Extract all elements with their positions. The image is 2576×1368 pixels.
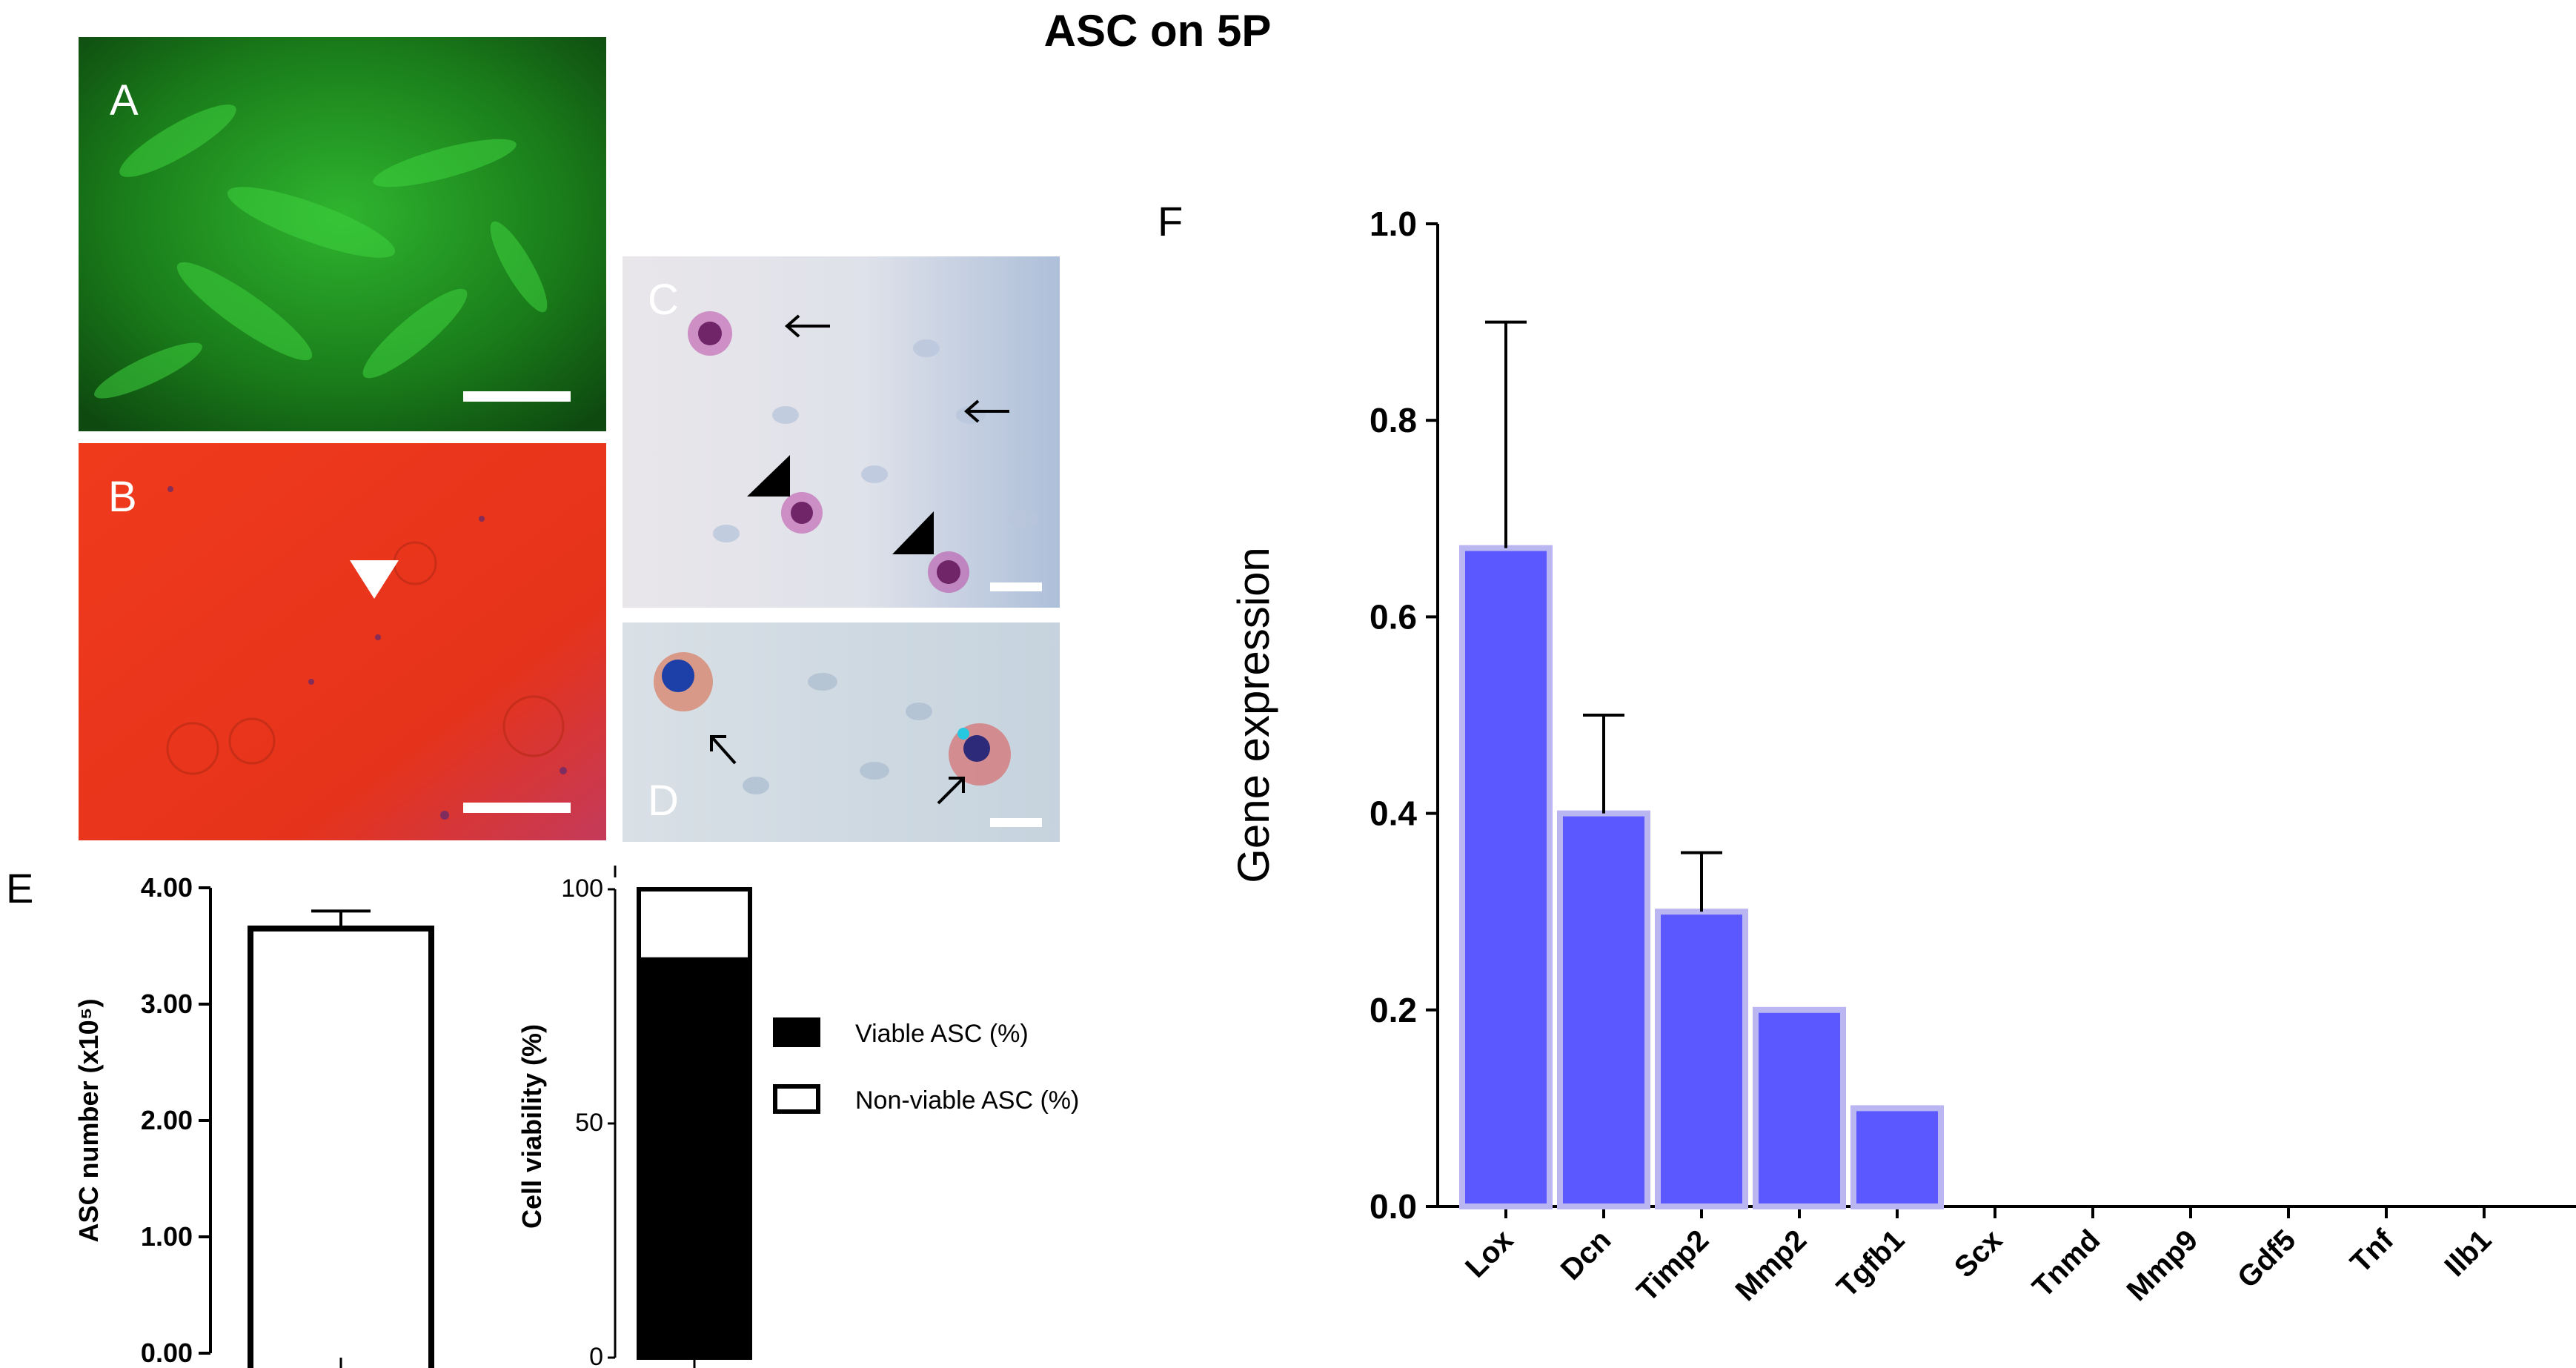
bar-viable	[637, 957, 752, 1361]
legend-label: Viable ASC (%)	[855, 1020, 1029, 1048]
y-tick-label: 4.00	[141, 872, 193, 903]
y-tick-label: 0	[589, 1343, 603, 1368]
panel-e-label: E	[6, 865, 33, 912]
arrowhead-marker	[892, 511, 934, 554]
x-tick-label: Mmp9	[2121, 1223, 2205, 1307]
y-axis-title: ASC number (x10⁵)	[73, 999, 104, 1243]
y-tick-label: 100	[561, 874, 603, 903]
y-axis-title: Cell viability (%)	[517, 1024, 547, 1229]
x-tick-label: Dcn	[1555, 1223, 1618, 1286]
x-tick-label: Tnf	[2344, 1223, 2400, 1280]
panel-d-label: D	[648, 777, 679, 825]
legend-label: Non-viable ASC (%)	[855, 1086, 1079, 1115]
bar-timp2	[1655, 909, 1748, 1209]
bar-mmp2	[1753, 1006, 1846, 1210]
y-tick-label: 0.00	[141, 1338, 193, 1368]
panel-a-label: A	[110, 76, 139, 124]
bar-lox	[1459, 545, 1553, 1209]
x-tick-label: Tgfb1	[1830, 1223, 1911, 1304]
bar-non-viable	[637, 887, 752, 962]
panel-f-label: F	[1158, 198, 1183, 245]
bar-dcn	[1557, 810, 1650, 1209]
panel-b-image	[79, 443, 606, 840]
x-tick-label: Lox	[1459, 1223, 1519, 1284]
panel-c-image	[623, 256, 1060, 608]
panel-c-label: C	[648, 276, 679, 324]
arrowhead-marker	[747, 455, 790, 497]
panel-d-image	[623, 622, 1060, 842]
arrow-marker	[937, 777, 965, 805]
y-tick-label: 0.2	[1370, 991, 1417, 1029]
x-tick-label: Gdf5	[2231, 1223, 2303, 1295]
x-tick-label: Scx	[1948, 1223, 2008, 1284]
panel-b-label: B	[108, 473, 137, 521]
arrow-marker	[784, 314, 830, 338]
y-tick-label: 1.00	[141, 1221, 193, 1252]
y-tick-label: 0.4	[1370, 794, 1417, 833]
x-tick-label: Tnmd	[2026, 1223, 2106, 1304]
bar-asc-number	[248, 925, 434, 1368]
chart-e-cell-viability: 0 50 100 Cell viability (%) Viable ASC (%) No…	[517, 866, 1079, 1368]
y-axis-title: Gene expression	[1229, 547, 1278, 883]
panel-a-image	[79, 37, 606, 431]
bar-tgfb1	[1850, 1105, 1944, 1210]
legend-swatch	[773, 1017, 820, 1047]
y-tick-label: 0.0	[1370, 1187, 1417, 1226]
y-tick-label: 2.00	[141, 1105, 193, 1135]
arrowhead-marker	[350, 560, 399, 599]
x-tick-label: Ilb1	[2439, 1223, 2498, 1283]
y-tick-label: 0.6	[1370, 597, 1417, 636]
x-tick-label: Timp2	[1630, 1223, 1715, 1308]
chart-e-asc-number: 0.00 1.00 2.00 3.00 4.00 ASC number (x10⁵)	[73, 872, 434, 1368]
y-tick-label: 0.8	[1370, 401, 1417, 439]
legend-swatch	[773, 1084, 820, 1114]
arrow-marker	[963, 399, 1009, 423]
y-tick-label: 3.00	[141, 989, 193, 1019]
y-tick-label: 50	[575, 1109, 603, 1137]
arrow-marker	[710, 735, 737, 765]
x-tick-label: Mmp2	[1730, 1223, 1813, 1307]
figure-title: ASC on 5P	[1044, 6, 1272, 56]
y-tick-label: 1.0	[1370, 205, 1417, 243]
